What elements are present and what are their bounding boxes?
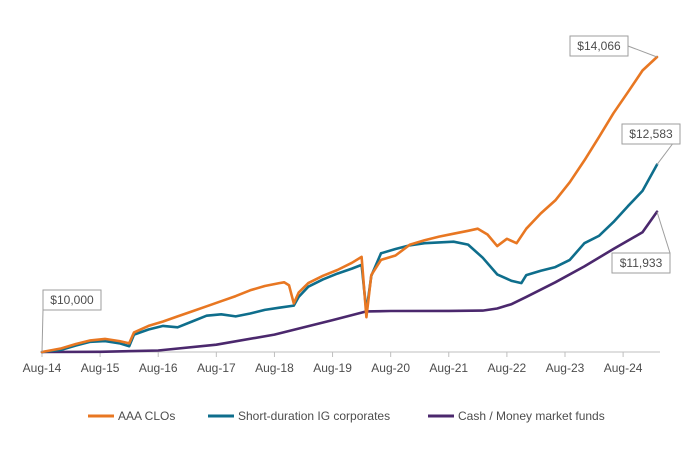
callout-label: $11,933 [620,256,663,270]
legend-label: Short-duration IG corporates [238,409,390,423]
value-callout: $12,583 [621,123,681,165]
x-tick-label: Aug-17 [197,361,236,375]
legend-label: Cash / Money market funds [458,409,605,423]
series-line-1 [40,163,659,354]
series-line-0 [40,55,659,354]
callout-label: $12,583 [629,127,673,141]
callout-box [611,252,671,274]
callout-box [42,289,102,311]
x-tick-label: Aug-18 [255,361,294,375]
x-tick-label: Aug-22 [488,361,527,375]
legend-label: AAA CLOs [118,409,175,423]
value-callouts: $10,000 $14,066 $12,583 $11,933 [41,35,681,353]
x-tick-label: Aug-24 [604,361,643,375]
x-axis: Aug-14 Aug-15 Aug-16 Aug-17 Aug-18 Aug-19 Aug-… [23,351,660,375]
legend-item: Short-duration IG corporates [208,409,390,423]
callout-box [569,35,629,57]
callout-box [621,123,681,145]
x-tick-label: Aug-15 [81,361,120,375]
callout-leader [41,309,44,353]
legend-item: Cash / Money market funds [428,409,605,423]
x-tick-label: Aug-14 [23,361,62,375]
value-callout: $11,933 [611,211,671,274]
legend: AAA CLOs Short-duration IG corporates Cash… [88,409,605,423]
x-tick-label: Aug-23 [546,361,585,375]
x-tick-label: Aug-16 [139,361,178,375]
value-callout: $10,000 [41,289,102,353]
callout-label: $10,000 [50,293,94,307]
series-layer [40,55,659,354]
callout-label: $14,066 [577,39,621,53]
callout-leader [627,45,658,58]
series-line-2 [40,210,659,354]
legend-item: AAA CLOs [88,409,175,423]
value-callout: $14,066 [569,35,658,58]
x-tick-label: Aug-21 [429,361,468,375]
x-tick-label: Aug-20 [371,361,410,375]
callout-leader [656,211,671,254]
x-tick-label: Aug-19 [313,361,352,375]
